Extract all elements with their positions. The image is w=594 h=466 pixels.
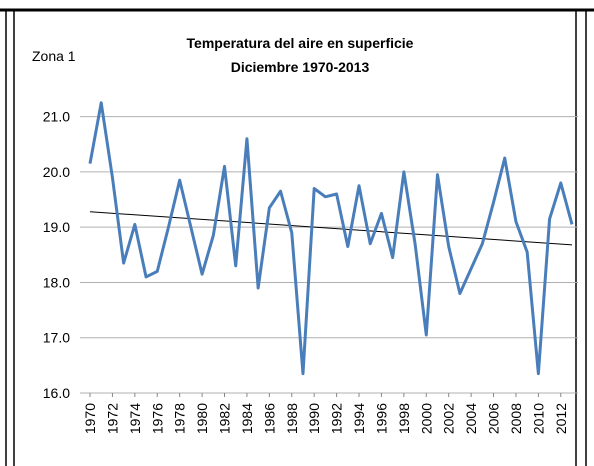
y-tick-label: 19.0	[43, 219, 70, 235]
x-tick-label: 2004	[463, 403, 479, 434]
y-tick-label: 17.0	[43, 330, 70, 346]
x-tick-label: 1978	[172, 403, 188, 434]
x-tick-label: 1972	[104, 403, 120, 434]
x-tick-label: 1970	[82, 403, 98, 434]
y-tick-label: 18.0	[43, 274, 70, 290]
x-tick-label: 2000	[418, 403, 434, 434]
x-tick-label: 1990	[306, 403, 322, 434]
x-tick-label: 1980	[194, 403, 210, 434]
y-tick-label: 21.0	[43, 109, 70, 125]
data-line	[88, 101, 574, 376]
x-tick-label: 2010	[530, 403, 546, 434]
x-tick-label: 1984	[239, 403, 255, 434]
x-tick-label: 2008	[508, 403, 524, 434]
x-tick-label: 1996	[373, 403, 389, 434]
x-tick-label: 1986	[261, 403, 277, 434]
x-tick-label: 2012	[553, 403, 569, 434]
chart-subtitle: Diciembre 1970-2013	[231, 59, 370, 75]
x-tick-label: 1992	[329, 403, 345, 434]
x-tick-label: 2006	[486, 403, 502, 434]
y-tick-label: 16.0	[43, 385, 70, 401]
x-tick-label: 1988	[284, 403, 300, 434]
y-tick-label: 20.0	[43, 164, 70, 180]
x-tick-label: 1974	[127, 403, 143, 434]
x-tick-label: 1976	[149, 403, 165, 434]
x-tick-label: 1982	[217, 403, 233, 434]
chart-title: Temperatura del aire en superficie	[187, 35, 414, 51]
x-tick-label: 1998	[396, 403, 412, 434]
zone-label: Zona 1	[32, 48, 76, 64]
x-tick-label: 1994	[351, 403, 367, 434]
trend-line	[89, 211, 573, 246]
x-tick-label: 2002	[441, 403, 457, 434]
